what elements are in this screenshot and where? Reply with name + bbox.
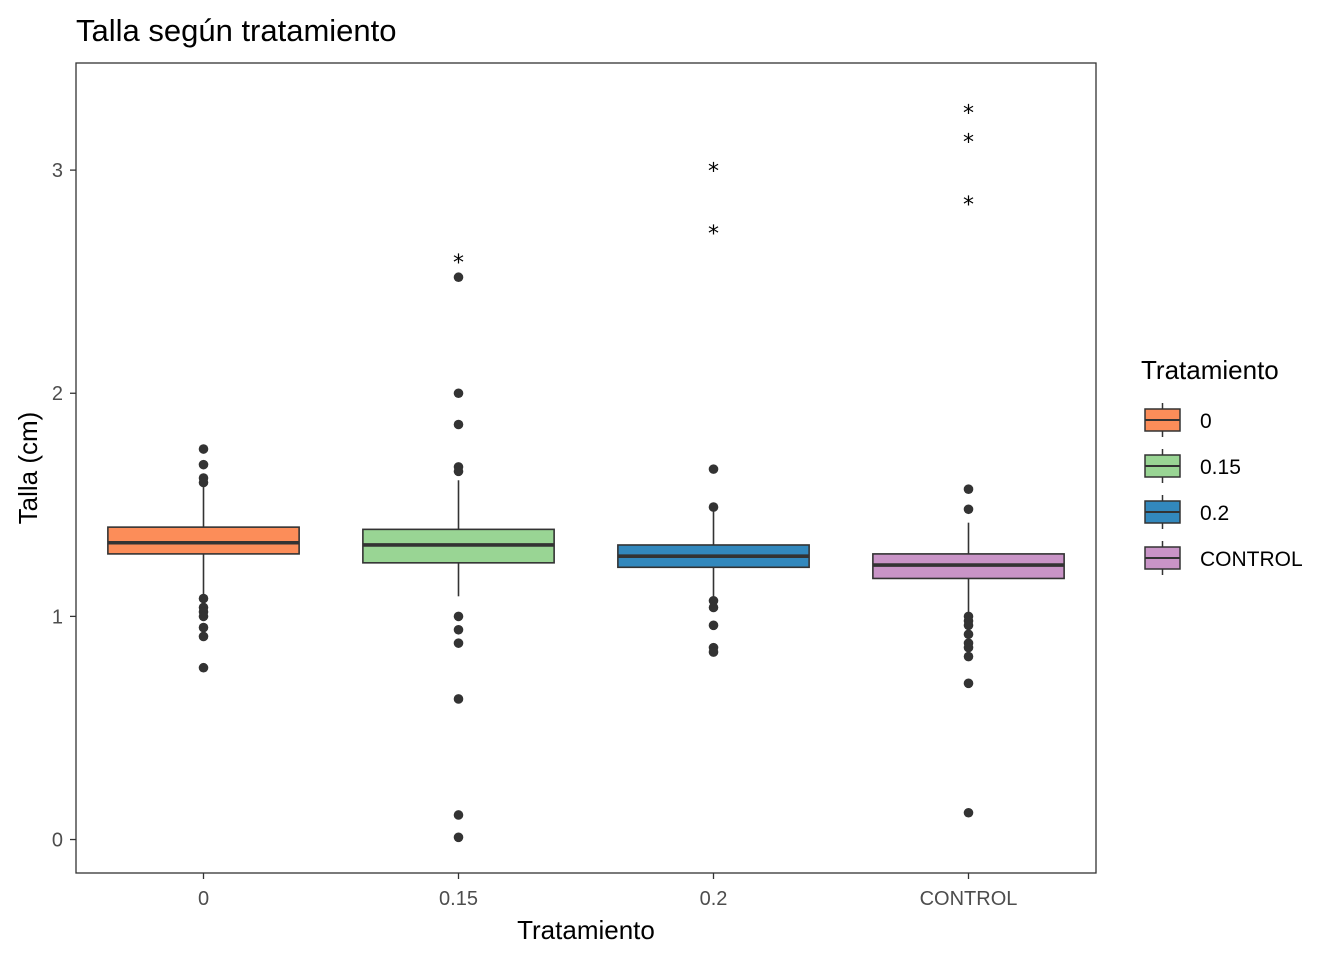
legend-item-0.2: 0.2 (1144, 495, 1229, 529)
star-marker: * (453, 251, 464, 276)
outlier-point (198, 459, 209, 470)
outlier-point (963, 484, 974, 494)
outlier-point (198, 631, 209, 642)
outlier-point (453, 810, 464, 820)
x-tick-label: 0.15 (439, 888, 478, 910)
outlier-point (453, 272, 464, 283)
legend-item-CONTROL: CONTROL (1144, 541, 1303, 575)
outlier-point (198, 593, 209, 604)
outlier-point (453, 638, 464, 648)
legend-item-0.15: 0.15 (1144, 449, 1241, 483)
legend-label: 0.2 (1200, 502, 1229, 525)
outlier-point (963, 651, 974, 662)
outlier-point (198, 611, 209, 622)
box-group-0.2: ** (617, 159, 810, 657)
outlier-point (963, 642, 974, 653)
legend-label: 0 (1200, 410, 1212, 433)
y-tick-label: 3 (52, 160, 63, 182)
outlier-point (708, 602, 719, 613)
outlier-point (963, 620, 974, 631)
x-tick-label: 0.2 (700, 888, 728, 910)
star-marker: * (708, 159, 719, 184)
legend-label: 0.15 (1200, 456, 1241, 479)
outlier-point (708, 647, 719, 657)
y-axis-title: Talla (cm) (13, 412, 43, 525)
outlier-point (708, 595, 719, 606)
star-marker: * (963, 130, 974, 155)
legend-item-0: 0 (1144, 403, 1212, 437)
outlier-point (963, 504, 974, 515)
outlier-point (198, 622, 209, 633)
legend-label: CONTROL (1200, 548, 1303, 571)
outlier-point (198, 477, 209, 488)
outlier-point (453, 694, 464, 704)
star-marker: * (963, 193, 974, 218)
outlier-point (708, 620, 719, 631)
x-axis-title: Tratamiento (517, 915, 655, 945)
box (107, 526, 300, 555)
y-tick-label: 1 (52, 606, 63, 628)
star-marker: * (708, 222, 719, 247)
chart-title: Talla según tratamiento (76, 13, 397, 48)
legend-title: Tratamiento (1141, 355, 1279, 385)
outlier-point (453, 466, 464, 477)
plot-panel (75, 62, 1097, 874)
outlier-point (453, 388, 464, 399)
outlier-point (453, 419, 464, 430)
outlier-point (708, 464, 719, 474)
box-group-0 (107, 444, 300, 673)
outlier-point (453, 624, 464, 635)
box-group-CONTROL: * * * (872, 101, 1065, 818)
outlier-point (453, 832, 464, 843)
star-marker: * (963, 101, 974, 126)
y-tick-label: 0 (52, 830, 63, 852)
y-tick-label: 2 (52, 383, 63, 405)
x-tick-label: 0 (198, 888, 209, 910)
x-tick-label: CONTROL (920, 888, 1018, 910)
legend: 0 0.15 0.2 CONTROL (1144, 403, 1303, 575)
outlier-point (963, 807, 974, 818)
box-group-0.15: * (362, 251, 555, 843)
outlier-point (198, 662, 209, 673)
outlier-point (708, 502, 719, 512)
outlier-point (453, 611, 464, 622)
outlier-point (963, 678, 974, 689)
outlier-point (963, 629, 974, 640)
outlier-point (198, 444, 209, 454)
